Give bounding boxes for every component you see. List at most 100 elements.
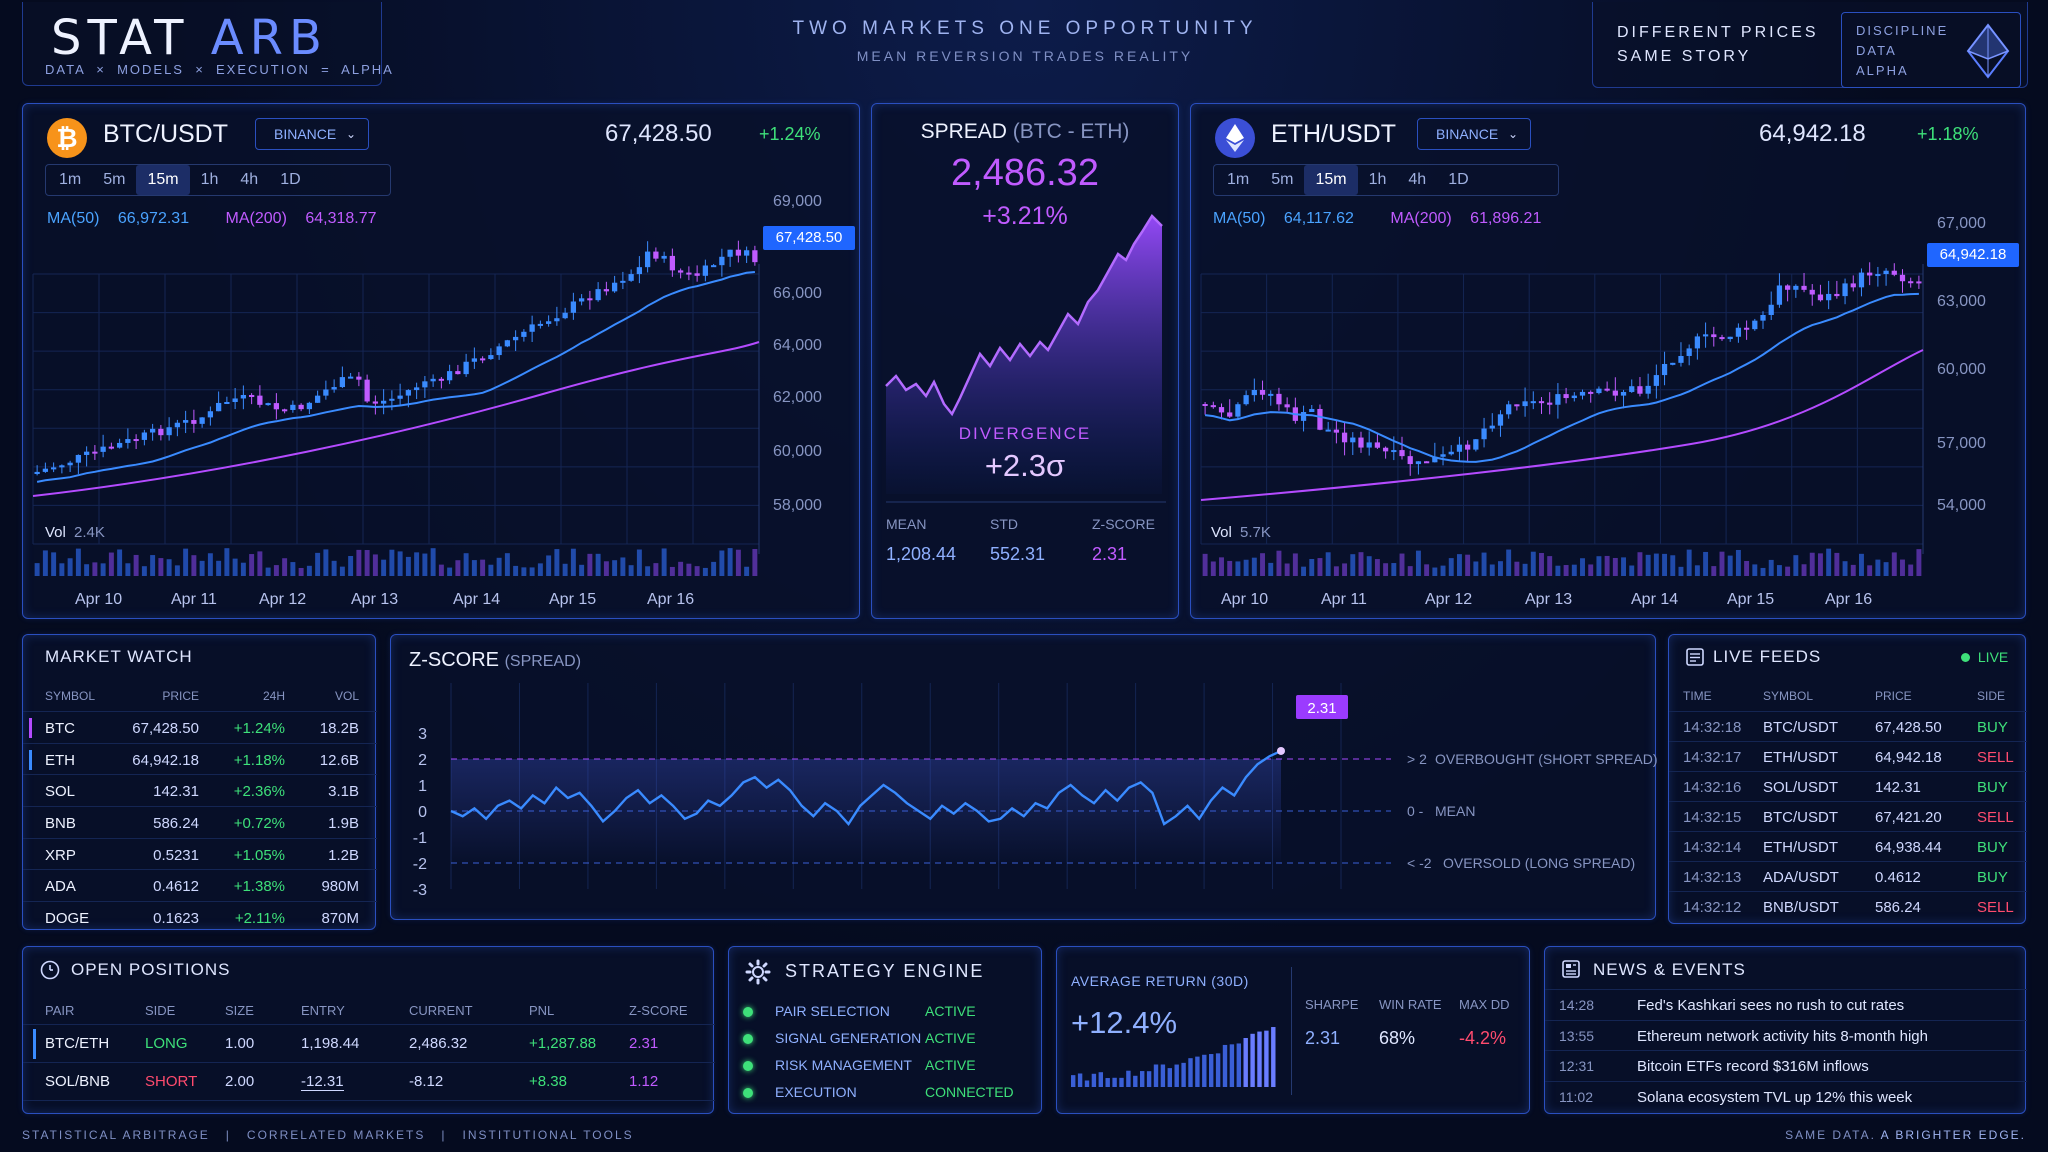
volume-bar (1407, 566, 1413, 576)
return-bar (1188, 1058, 1193, 1087)
btc-tf-1d[interactable]: 1D (280, 171, 301, 188)
volume-bar (1260, 553, 1265, 576)
spread-panel: SPREAD (BTC - ETH) 2,486.32 +3.21% DIVER… (871, 103, 1179, 619)
zscore-legend-label: OVERSOLD (LONG SPREAD) (1443, 855, 1635, 871)
news-headline[interactable]: Solana ecosystem TVL up 12% this week (1637, 1088, 1913, 1106)
btc-ma50-label: MA(50) (47, 210, 100, 227)
volume-bar (1366, 556, 1372, 576)
candle-body (1210, 405, 1216, 408)
volume-bar (356, 549, 362, 576)
btc-tf-1h[interactable]: 1h (200, 171, 219, 188)
mw-table-row[interactable]: XRP 0.5231 +1.05% 1.2B (23, 837, 377, 870)
volume-bar (1850, 564, 1856, 576)
news-headline[interactable]: Bitcoin ETFs record $316M inflows (1637, 1058, 1869, 1075)
volume-bar (1350, 554, 1356, 576)
mw-table-row[interactable]: DOGE 0.1623 +2.11% 870M (23, 901, 377, 933)
eth-tf-1h[interactable]: 1h (1368, 171, 1387, 188)
volume-bar (1678, 566, 1684, 576)
eth-candle-chart: 67,000 63,000 60,000 57,000 54,000 Apr 10 Apr … (1200, 215, 1986, 608)
volume-bar (1809, 552, 1815, 576)
btc-tf-4h[interactable]: 4h (240, 171, 259, 188)
news-item[interactable]: 11:02 Solana ecosystem TVL up 12% this we… (1545, 1080, 2027, 1112)
btc-tf-5m[interactable]: 5m (103, 171, 126, 188)
candle-body (1522, 401, 1528, 407)
candle-body (529, 324, 535, 332)
volume-bar (1891, 552, 1897, 576)
news-headline[interactable]: Ethereum network activity hits 8-month h… (1637, 1027, 1928, 1045)
btc-vol-value: 2.4K (74, 524, 105, 541)
eth-tf-4h[interactable]: 4h (1408, 171, 1427, 188)
mw-table-row[interactable]: SOL 142.31 +2.36% 3.1B (23, 774, 377, 806)
volume-bar (224, 548, 230, 576)
lf-cell: 14:32:18 (1683, 719, 1742, 736)
btc-chart-panel: ₿ BTC/USDT BINANCE ⌄ 67,428.50 +1.24% 1m… (22, 103, 860, 619)
volume-bar (1284, 563, 1290, 576)
candle-body (298, 404, 304, 410)
candle-body (215, 402, 222, 412)
zscore-title-sub: (SPREAD) (504, 653, 582, 670)
eth-tf-5m[interactable]: 5m (1271, 171, 1294, 188)
volume-bar (117, 549, 123, 576)
candle-body (496, 346, 502, 356)
lf-table-row: 14:32:17 ETH/USDT 64,942.18 SELL (1669, 741, 2027, 771)
btc-tf-1m[interactable]: 1m (59, 171, 82, 188)
eth-tf-1d[interactable]: 1D (1448, 171, 1469, 188)
return-bar (1071, 1075, 1076, 1087)
volume-bar (67, 558, 73, 576)
btc-exchange-select[interactable]: BINANCE ⌄ (255, 118, 369, 150)
mw-column-header: VOL (334, 689, 359, 703)
mw-table-row[interactable]: ADA 0.4612 +1.38% 980M (23, 869, 377, 901)
news-item[interactable]: 13:55 Ethereum network activity hits 8-mo… (1545, 1019, 2027, 1051)
news-item[interactable]: 14:28 Fed's Kashkari sees no rush to cut … (1545, 989, 2027, 1020)
btc-tf-15m[interactable]: 15m (136, 165, 190, 195)
x-tick-label: Apr 10 (1221, 591, 1268, 608)
candle-body (1309, 408, 1315, 413)
status-dot-icon (743, 1088, 753, 1098)
spread-stat-value: 1,208.44 (886, 544, 957, 564)
candle-body (1489, 425, 1495, 429)
volume-bar (752, 549, 758, 576)
eth-tf-15m[interactable]: 15m (1304, 165, 1358, 195)
candle-body (1284, 404, 1290, 408)
volume-bar (1456, 554, 1462, 576)
volume-bar (108, 552, 114, 576)
mw-table-row[interactable]: BTC 67,428.50 +1.24% 18.2B (23, 711, 377, 743)
news-item[interactable]: 12:31 Bitcoin ETFs record $316M inflows (1545, 1050, 2027, 1081)
x-tick-label: Apr 13 (1525, 591, 1572, 608)
header-logo-box: STAT ARB DATA × MODELS × EXECUTION = ALP… (22, 2, 392, 86)
volume-bar (661, 548, 667, 576)
badge-line2: DATA (1856, 43, 1897, 58)
candle-body (1588, 391, 1594, 394)
candle-body (1415, 461, 1422, 465)
news-headline[interactable]: Fed's Kashkari sees no rush to cut rates (1637, 997, 1905, 1014)
volume-bar (1292, 553, 1298, 576)
candle-body (83, 451, 90, 455)
volume-bar (1202, 553, 1208, 576)
candle-body (1670, 362, 1676, 365)
mw-table-row[interactable]: BNB 586.24 +0.72% 1.9B (23, 806, 377, 838)
eth-exchange-select[interactable]: BINANCE ⌄ (1417, 118, 1531, 150)
header-center: TWO MARKETS ONE OPPORTUNITY MEAN REVERSI… (780, 18, 1270, 64)
pos-table-row[interactable]: SOL/BNB SHORT 2.00 -12.31 -8.12 +8.38 1.12 (23, 1063, 715, 1101)
candle-body (636, 267, 643, 275)
lf-cell: 67,421.20 (1875, 809, 1942, 826)
spread-stat-label: Z-SCORE (1092, 516, 1155, 532)
eth-tf-1m[interactable]: 1m (1227, 171, 1250, 188)
ma200-line (1200, 349, 1924, 501)
candle-body (1686, 348, 1692, 356)
logo-tagline: DATA × MODELS × EXECUTION = ALPHA (45, 62, 394, 77)
candle-body (455, 371, 461, 375)
candle-body (1235, 404, 1241, 417)
candle-body (578, 298, 585, 302)
candle-body (158, 428, 164, 436)
candle-body (1678, 355, 1684, 363)
mw-table-row[interactable]: ETH 64,942.18 +1.18% 12.6B (23, 742, 377, 775)
volume-bar (1424, 564, 1430, 576)
volume-bar (1342, 563, 1348, 576)
strategy-item-status: ACTIVE (925, 1030, 976, 1046)
pos-table-row[interactable]: BTC/ETH LONG 1.00 1,198.44 2,486.32 +1,287.88… (23, 1025, 715, 1063)
eth-ma50-label: MA(50) (1213, 210, 1266, 227)
candle-body (438, 378, 445, 381)
candle-body (339, 377, 346, 388)
mw-cell: BTC (45, 720, 75, 737)
